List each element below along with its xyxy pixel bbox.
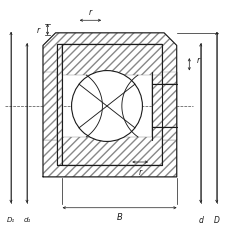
Text: D₁: D₁	[7, 216, 15, 222]
Polygon shape	[151, 73, 161, 140]
Text: B: B	[116, 213, 122, 221]
Text: r: r	[138, 167, 141, 176]
Polygon shape	[43, 34, 176, 73]
Circle shape	[71, 71, 142, 142]
Text: r: r	[37, 26, 40, 35]
Polygon shape	[151, 85, 176, 127]
Text: d: d	[197, 215, 202, 224]
Polygon shape	[43, 140, 176, 177]
Text: d₁: d₁	[23, 216, 30, 222]
Polygon shape	[62, 45, 161, 76]
Polygon shape	[151, 127, 176, 140]
Polygon shape	[57, 45, 62, 166]
Text: r: r	[88, 8, 92, 16]
Text: D: D	[213, 215, 219, 224]
Polygon shape	[62, 138, 161, 166]
Text: r: r	[196, 56, 199, 65]
Polygon shape	[43, 73, 57, 140]
Polygon shape	[151, 73, 176, 85]
